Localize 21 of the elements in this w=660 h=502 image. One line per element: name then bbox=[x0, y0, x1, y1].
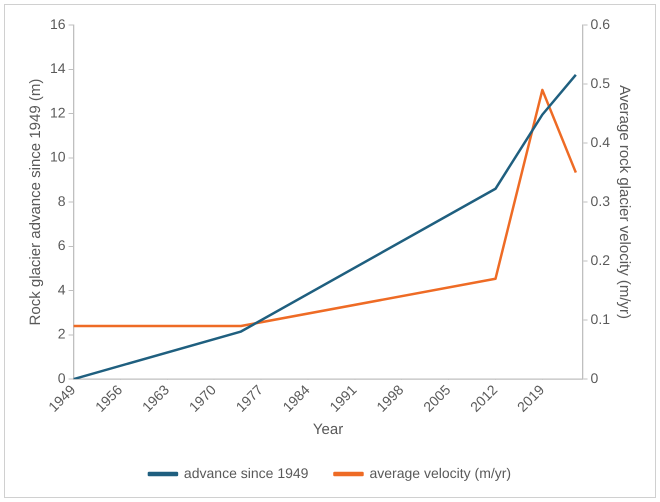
y2-tick-label: 0.1 bbox=[590, 310, 610, 327]
y-tick-label: 14 bbox=[50, 60, 66, 76]
y-axis-title: Rock glacier advance since 1949 (m) bbox=[27, 78, 44, 326]
y-tick-label: 2 bbox=[58, 326, 66, 342]
y2-axis-title: Average rock glacier velocity (m/yr) bbox=[616, 85, 633, 320]
y-tick-label: 6 bbox=[58, 237, 66, 254]
y2-tick-label: 0.6 bbox=[590, 16, 610, 32]
y-tick-label: 10 bbox=[50, 148, 66, 165]
y2-tick-label: 0.2 bbox=[590, 252, 610, 268]
y2-tick-label: 0 bbox=[590, 370, 599, 386]
y-tick-label: 16 bbox=[50, 16, 66, 32]
y2-tick-label: 0.3 bbox=[590, 192, 610, 209]
legend-label: advance since 1949 bbox=[184, 464, 309, 481]
y-tick-label: 8 bbox=[58, 192, 66, 209]
y-tick-label: 0 bbox=[58, 370, 66, 386]
y2-tick-label: 0.5 bbox=[590, 74, 610, 91]
y-tick-label: 12 bbox=[50, 104, 66, 120]
y-tick-label: 4 bbox=[58, 281, 66, 298]
x-axis-title: Year bbox=[312, 421, 344, 438]
legend-label: average velocity (m/yr) bbox=[369, 464, 512, 481]
y2-tick-label: 0.4 bbox=[590, 134, 610, 150]
